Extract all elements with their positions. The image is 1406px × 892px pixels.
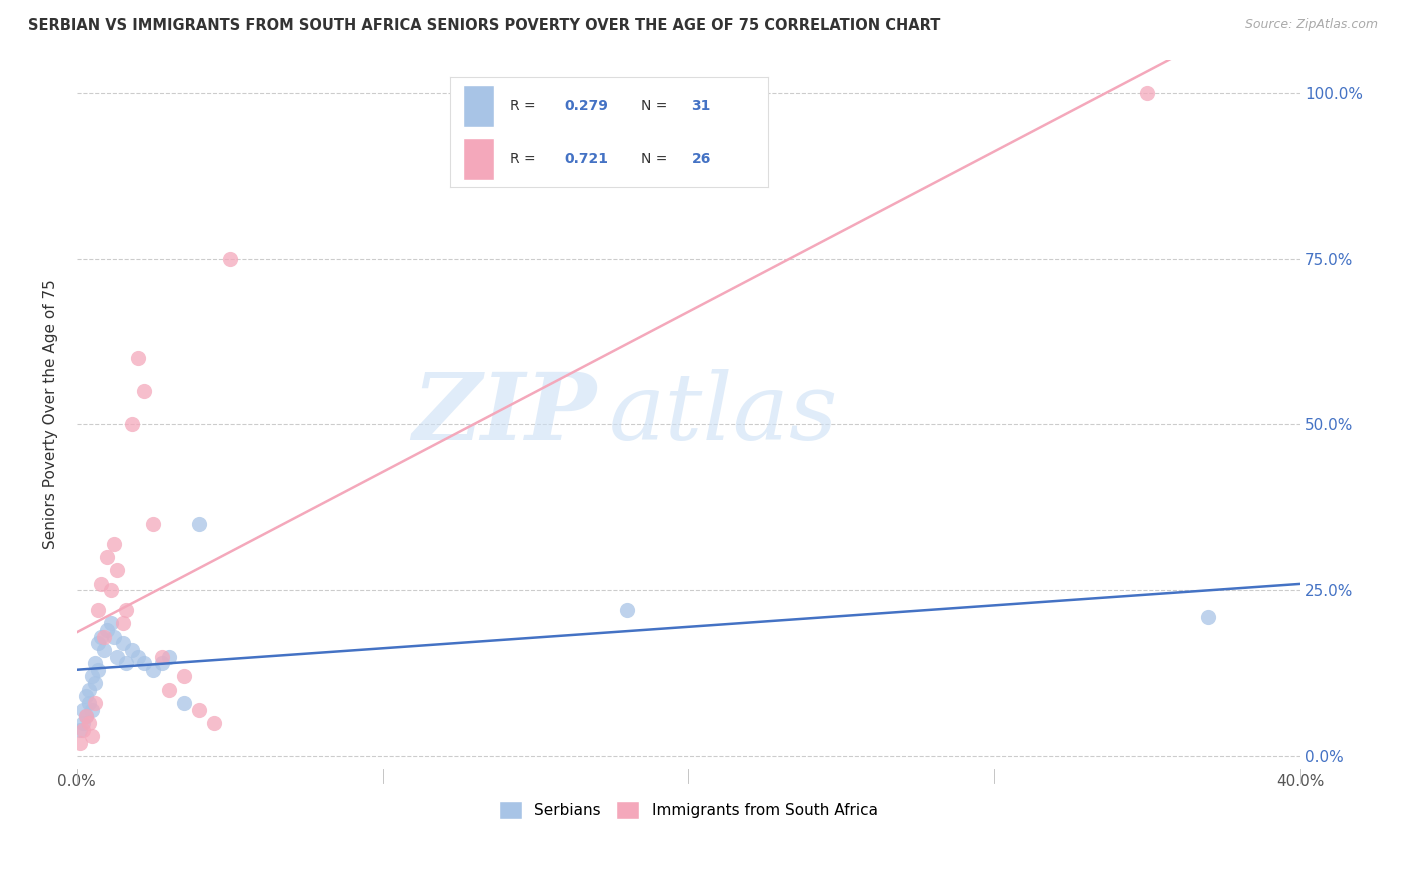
Point (77, 682, 100, 697)
Point (111, 636, 134, 650)
Point (142, 516, 165, 531)
Point (87, 636, 110, 650)
Point (173, 669, 195, 683)
Point (121, 643, 143, 657)
Point (105, 649, 128, 664)
Point (75, 709, 97, 723)
Point (121, 417, 143, 432)
Point (87, 603, 110, 617)
Point (87, 663, 110, 677)
Point (72, 703, 94, 717)
Point (103, 630, 125, 644)
Point (218, 252, 240, 266)
Point (82, 729, 104, 743)
Point (72, 723, 94, 737)
Text: atlas: atlas (609, 369, 838, 459)
Point (84, 656, 107, 670)
Point (84, 676, 107, 690)
Point (114, 603, 136, 617)
Point (93, 643, 115, 657)
Point (82, 703, 104, 717)
Point (1197, 609, 1219, 624)
Point (82, 669, 104, 683)
Point (96, 623, 118, 637)
Y-axis label: Seniors Poverty Over the Age of 75: Seniors Poverty Over the Age of 75 (44, 279, 58, 549)
Point (100, 583, 122, 598)
Point (77, 696, 100, 710)
Point (75, 690, 97, 704)
Point (103, 537, 125, 551)
Legend: Serbians, Immigrants from South Africa: Serbians, Immigrants from South Africa (494, 795, 883, 825)
Point (1136, 86, 1159, 100)
Point (114, 656, 136, 670)
Point (77, 715, 100, 730)
Point (72, 715, 94, 730)
Point (90, 576, 112, 591)
Point (105, 563, 128, 577)
Point (157, 682, 180, 697)
Point (188, 703, 211, 717)
Point (204, 715, 226, 730)
Point (75, 709, 97, 723)
Text: Source: ZipAtlas.com: Source: ZipAtlas.com (1244, 18, 1378, 31)
Point (84, 696, 107, 710)
Point (93, 630, 115, 644)
Point (616, 603, 638, 617)
Point (152, 656, 174, 670)
Point (152, 649, 174, 664)
Point (127, 649, 149, 664)
Point (134, 656, 156, 670)
Point (100, 616, 122, 631)
Point (90, 630, 112, 644)
Point (188, 516, 211, 531)
Point (157, 649, 180, 664)
Point (173, 696, 195, 710)
Text: ZIP: ZIP (412, 369, 596, 459)
Point (69, 723, 91, 737)
Point (111, 616, 134, 631)
Point (142, 663, 165, 677)
Point (96, 550, 118, 565)
Point (127, 351, 149, 365)
Text: SERBIAN VS IMMIGRANTS FROM SOUTH AFRICA SENIORS POVERTY OVER THE AGE OF 75 CORRE: SERBIAN VS IMMIGRANTS FROM SOUTH AFRICA … (28, 18, 941, 33)
Point (69, 736, 91, 750)
Point (134, 384, 156, 399)
